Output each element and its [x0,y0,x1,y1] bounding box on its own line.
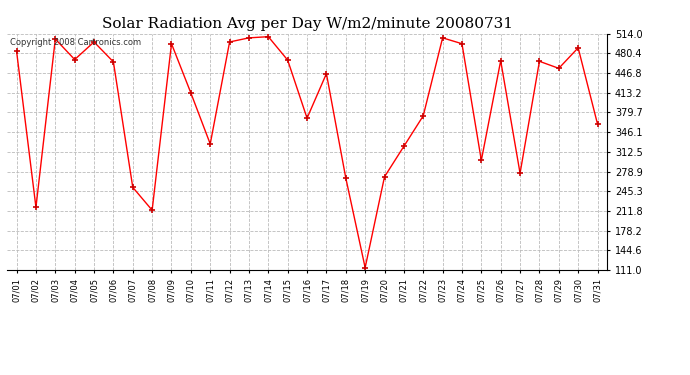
Title: Solar Radiation Avg per Day W/m2/minute 20080731: Solar Radiation Avg per Day W/m2/minute … [101,17,513,31]
Text: Copyright 2008 Cartronics.com: Copyright 2008 Cartronics.com [10,39,141,48]
